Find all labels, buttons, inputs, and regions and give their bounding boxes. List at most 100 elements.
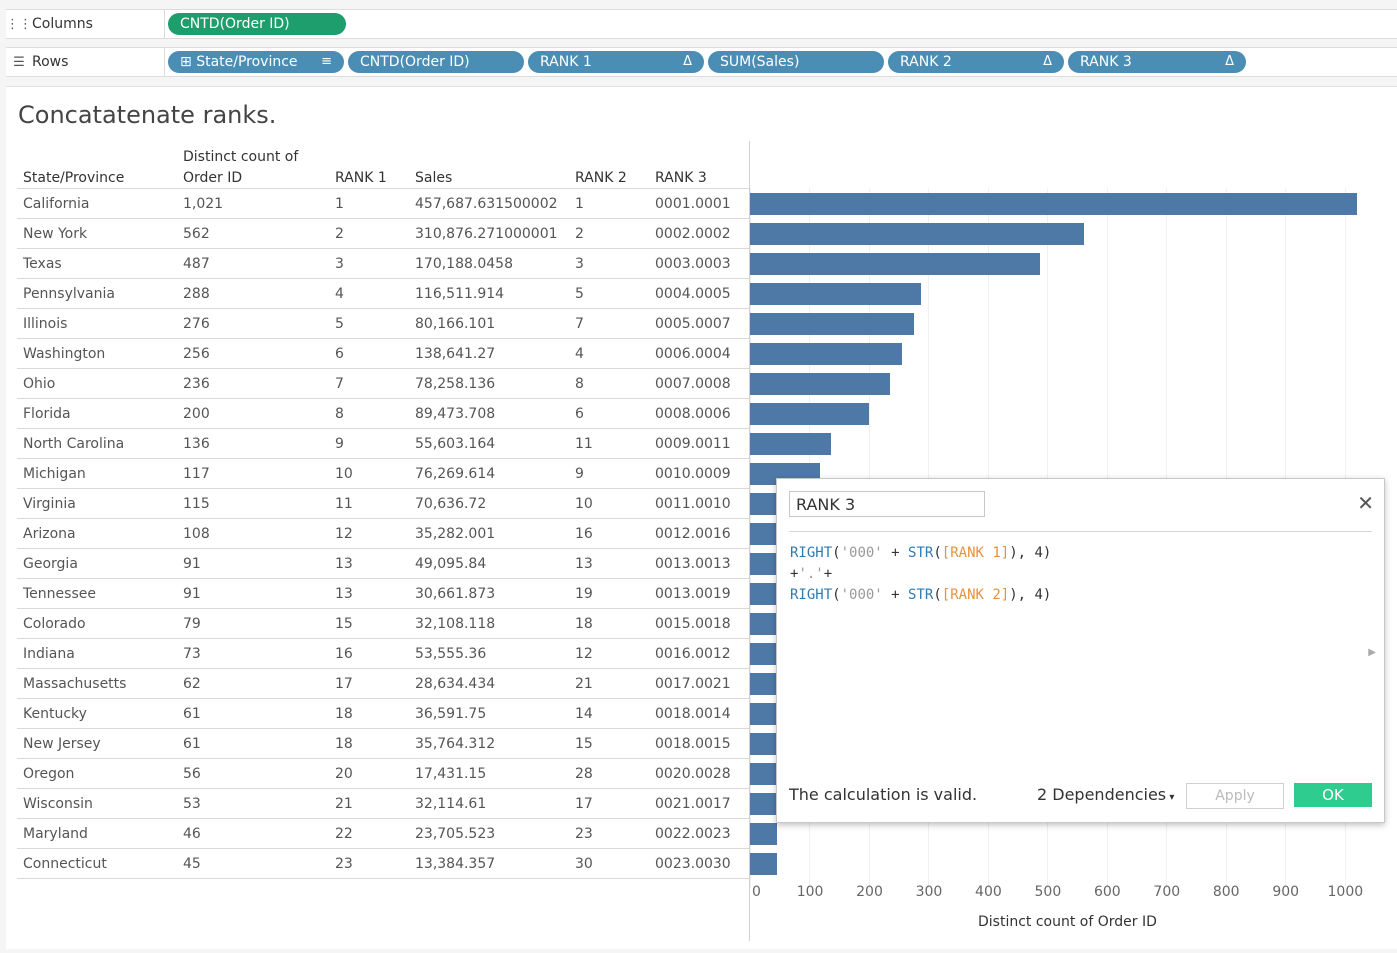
cell-state: Maryland xyxy=(23,826,88,842)
table-row[interactable]: Tennessee 91 13 30,661.873 19 0013.0019 xyxy=(17,578,749,609)
formula-token: RIGHT xyxy=(790,587,833,603)
header-rank-2[interactable]: RANK 2 xyxy=(575,170,627,186)
dependencies-dropdown[interactable]: 2 Dependencies ▾ xyxy=(1037,785,1175,804)
bar-texas[interactable] xyxy=(750,253,1040,275)
x-tick-label: 800 xyxy=(1212,884,1240,900)
bar-illinois[interactable] xyxy=(750,313,914,335)
bar-connecticut[interactable] xyxy=(750,853,777,875)
cell-rank2: 18 xyxy=(575,616,593,632)
cell-rank3: 0018.0014 xyxy=(655,706,731,722)
table-row[interactable]: Ohio 236 7 78,258.136 8 0007.0008 xyxy=(17,368,749,399)
cell-cntd: 46 xyxy=(183,826,201,842)
bar-ohio[interactable] xyxy=(750,373,890,395)
cell-cntd: 236 xyxy=(183,376,210,392)
table-row[interactable]: Arizona 108 12 35,282.001 16 0012.0016 xyxy=(17,518,749,549)
table-row[interactable]: North Carolina 136 9 55,603.164 11 0009.0011 xyxy=(17,428,749,459)
cell-rank2: 11 xyxy=(575,436,593,452)
table-row[interactable]: Massachusetts 62 17 28,634.434 21 0017.0021 xyxy=(17,668,749,699)
cell-rank3: 0012.0016 xyxy=(655,526,731,542)
table-row[interactable]: Colorado 79 15 32,108.118 18 0015.0018 xyxy=(17,608,749,639)
cell-sales: 78,258.136 xyxy=(415,376,496,392)
apply-button[interactable]: Apply xyxy=(1186,783,1284,809)
header-cntd-line1[interactable]: Distinct count of xyxy=(183,149,299,165)
table-row[interactable]: Maryland 46 22 23,705.523 23 0022.0023 xyxy=(17,818,749,849)
table-row[interactable]: Virginia 115 11 70,636.72 10 0011.0010 xyxy=(17,488,749,519)
bar-washington[interactable] xyxy=(750,343,902,365)
table-row[interactable]: Illinois 276 5 80,166.101 7 0005.0007 xyxy=(17,308,749,339)
cell-state: Wisconsin xyxy=(23,796,93,812)
bar-oregon[interactable] xyxy=(750,763,783,785)
columns-label: Columns xyxy=(32,16,93,32)
table-row[interactable]: Georgia 91 13 49,095.84 13 0013.0013 xyxy=(17,548,749,579)
cell-cntd: 56 xyxy=(183,766,201,782)
cell-cntd: 1,021 xyxy=(183,196,224,212)
calc-name-input[interactable]: RANK 3 xyxy=(789,491,985,517)
rows-pill-cntd-order-id[interactable]: CNTD(Order ID) xyxy=(348,51,524,73)
formula-token: STR xyxy=(908,545,934,561)
header-state[interactable]: State/Province xyxy=(23,170,125,186)
rows-pill-rank-2[interactable]: RANK 2 Δ xyxy=(888,51,1064,73)
cell-cntd: 136 xyxy=(183,436,210,452)
close-icon[interactable]: ✕ xyxy=(1357,491,1374,515)
header-cntd-line2[interactable]: Order ID xyxy=(183,170,243,186)
rows-pill-rank-3[interactable]: RANK 3 Δ xyxy=(1068,51,1246,73)
columns-shelf-label: ⋮⋮ Columns xyxy=(6,10,165,38)
cell-state: Connecticut xyxy=(23,856,107,872)
x-tick-label: 600 xyxy=(1093,884,1121,900)
cell-rank1: 5 xyxy=(335,316,344,332)
table-row[interactable]: Florida 200 8 89,473.708 6 0008.0006 xyxy=(17,398,749,429)
cell-rank3: 0016.0012 xyxy=(655,646,731,662)
cell-rank3: 0021.0017 xyxy=(655,796,731,812)
cell-rank2: 21 xyxy=(575,676,593,692)
rows-pill-rank-1[interactable]: RANK 1 Δ xyxy=(528,51,704,73)
cell-rank1: 9 xyxy=(335,436,344,452)
cell-rank1: 18 xyxy=(335,706,353,722)
formula-editor[interactable]: RIGHT('000' + STR([RANK 1]), 4) +'.'+ RIGH… xyxy=(790,543,1051,606)
table-row[interactable]: California 1,021 1 457,687.631500002 1 0001.0… xyxy=(17,188,749,219)
table-row[interactable]: Oregon 56 20 17,431.15 28 0020.0028 xyxy=(17,758,749,789)
cell-rank3: 0023.0030 xyxy=(655,856,731,872)
bar-florida[interactable] xyxy=(750,403,869,425)
table-row[interactable]: Connecticut 45 23 13,384.357 30 0023.0030 xyxy=(17,848,749,879)
table-row[interactable]: Michigan 117 10 76,269.614 9 0010.0009 xyxy=(17,458,749,489)
cell-rank3: 0022.0023 xyxy=(655,826,731,842)
header-rank-1[interactable]: RANK 1 xyxy=(335,170,387,186)
cell-rank1: 13 xyxy=(335,586,353,602)
header-rank-3[interactable]: RANK 3 xyxy=(655,170,707,186)
columns-pill-cntd-order-id[interactable]: CNTD(Order ID) xyxy=(168,13,346,35)
table-row[interactable]: Texas 487 3 170,188.0458 3 0003.0003 xyxy=(17,248,749,279)
cell-rank1: 6 xyxy=(335,346,344,362)
expand-icon: ⊞ xyxy=(180,54,197,70)
table-row[interactable]: Washington 256 6 138,641.27 4 0006.0004 xyxy=(17,338,749,369)
formula-line: RIGHT('000' + STR([RANK 1]), 4) xyxy=(790,543,1051,564)
cell-cntd: 276 xyxy=(183,316,210,332)
table-row[interactable]: Pennsylvania 288 4 116,511.914 5 0004.0005 xyxy=(17,278,749,309)
bar-pennsylvania[interactable] xyxy=(750,283,921,305)
cell-sales: 23,705.523 xyxy=(415,826,496,842)
bar-north-carolina[interactable] xyxy=(750,433,831,455)
cell-rank1: 11 xyxy=(335,496,353,512)
cell-rank1: 1 xyxy=(335,196,344,212)
cell-sales: 35,282.001 xyxy=(415,526,496,542)
formula-line: +'.'+ xyxy=(790,564,1051,585)
cell-rank3: 0002.0002 xyxy=(655,226,731,242)
bar-california[interactable] xyxy=(750,193,1357,215)
expand-arrow-icon[interactable]: ▶ xyxy=(1368,647,1376,658)
table-row[interactable]: Wisconsin 53 21 32,114.61 17 0021.0017 xyxy=(17,788,749,819)
cell-cntd: 200 xyxy=(183,406,210,422)
cell-rank2: 5 xyxy=(575,286,584,302)
columns-shelf: ⋮⋮ Columns CNTD(Order ID) xyxy=(6,9,1397,39)
table-row[interactable]: Indiana 73 16 53,555.36 12 0016.0012 xyxy=(17,638,749,669)
table-row[interactable]: New York 562 2 310,876.271000001 2 0002.0002 xyxy=(17,218,749,249)
table-row[interactable]: Kentucky 61 18 36,591.75 14 0018.0014 xyxy=(17,698,749,729)
ok-button[interactable]: OK xyxy=(1294,783,1372,807)
rows-pill-state-province[interactable]: ⊞ State/Province ≡ xyxy=(168,51,344,73)
bar-wisconsin[interactable] xyxy=(750,793,782,815)
x-tick-label: 100 xyxy=(796,884,824,900)
table-row[interactable]: New Jersey 61 18 35,764.312 15 0018.0015 xyxy=(17,728,749,759)
header-sales[interactable]: Sales xyxy=(415,170,453,186)
bar-maryland[interactable] xyxy=(750,823,777,845)
bar-new-york[interactable] xyxy=(750,223,1084,245)
rows-pill-sum-sales[interactable]: SUM(Sales) xyxy=(708,51,884,73)
cell-state: North Carolina xyxy=(23,436,125,452)
